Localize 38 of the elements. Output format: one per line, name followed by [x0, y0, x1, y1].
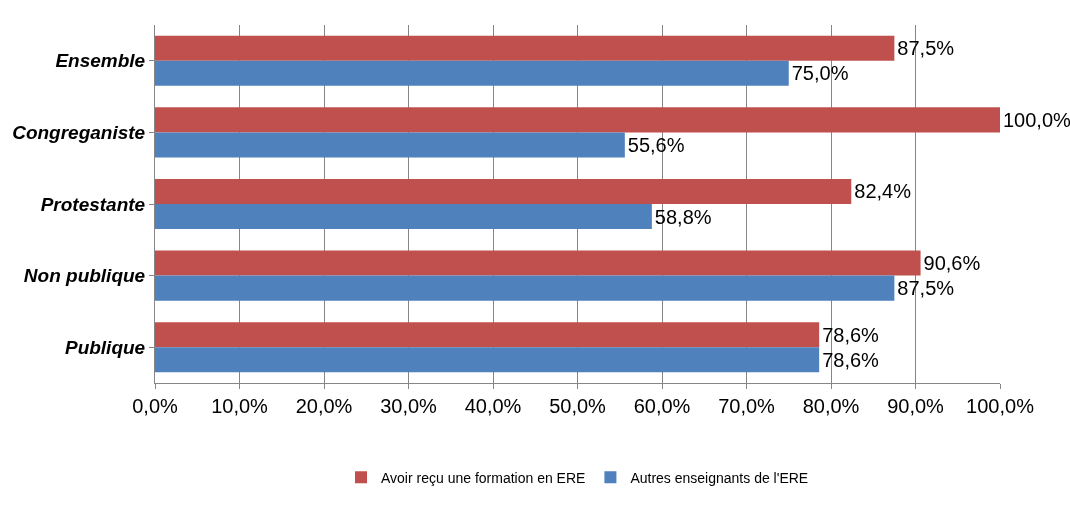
data-label: 82,4% — [854, 180, 912, 203]
y-tick-label: Congreganiste — [12, 122, 146, 144]
data-label: 87,5% — [897, 277, 955, 300]
data-label: 100,0% — [1003, 108, 1070, 131]
x-tick-label: 30,0% — [380, 395, 438, 417]
x-tick-label: 60,0% — [633, 395, 691, 417]
bar — [155, 275, 895, 301]
data-label: 87,5% — [897, 37, 955, 60]
y-tick-label: Protestante — [40, 193, 146, 215]
data-label: 90,6% — [923, 252, 981, 275]
bar — [155, 250, 921, 276]
y-tick-label: Publique — [64, 336, 146, 358]
x-tick-label: 80,0% — [802, 395, 860, 417]
data-label: 78,6% — [822, 348, 880, 371]
data-label: 55,6% — [627, 133, 685, 156]
x-tick-label: 40,0% — [464, 395, 522, 417]
bar — [155, 178, 852, 204]
x-tick-label: 20,0% — [295, 395, 353, 417]
y-tick-label: Ensemble — [55, 50, 146, 72]
legend-label: Autres enseignants de l'ERE — [630, 469, 809, 486]
bar — [155, 322, 820, 348]
bar — [155, 35, 895, 61]
bar — [155, 60, 789, 86]
bar — [155, 132, 625, 158]
y-tick-label: Non publique — [23, 265, 146, 287]
bar — [155, 347, 820, 373]
bar — [155, 107, 1000, 133]
x-tick-label: 90,0% — [887, 395, 945, 417]
x-tick-label: 0,0% — [132, 395, 179, 417]
x-tick-label: 50,0% — [549, 395, 607, 417]
data-label: 75,0% — [791, 62, 849, 85]
bar — [155, 204, 652, 230]
legend-label: Avoir reçu une formation en ERE — [381, 469, 586, 486]
data-label: 78,6% — [822, 323, 880, 346]
x-tick-label: 70,0% — [718, 395, 776, 417]
x-tick-label: 100,0% — [966, 395, 1035, 417]
x-tick-label: 10,0% — [211, 395, 269, 417]
data-label: 58,8% — [654, 205, 712, 228]
